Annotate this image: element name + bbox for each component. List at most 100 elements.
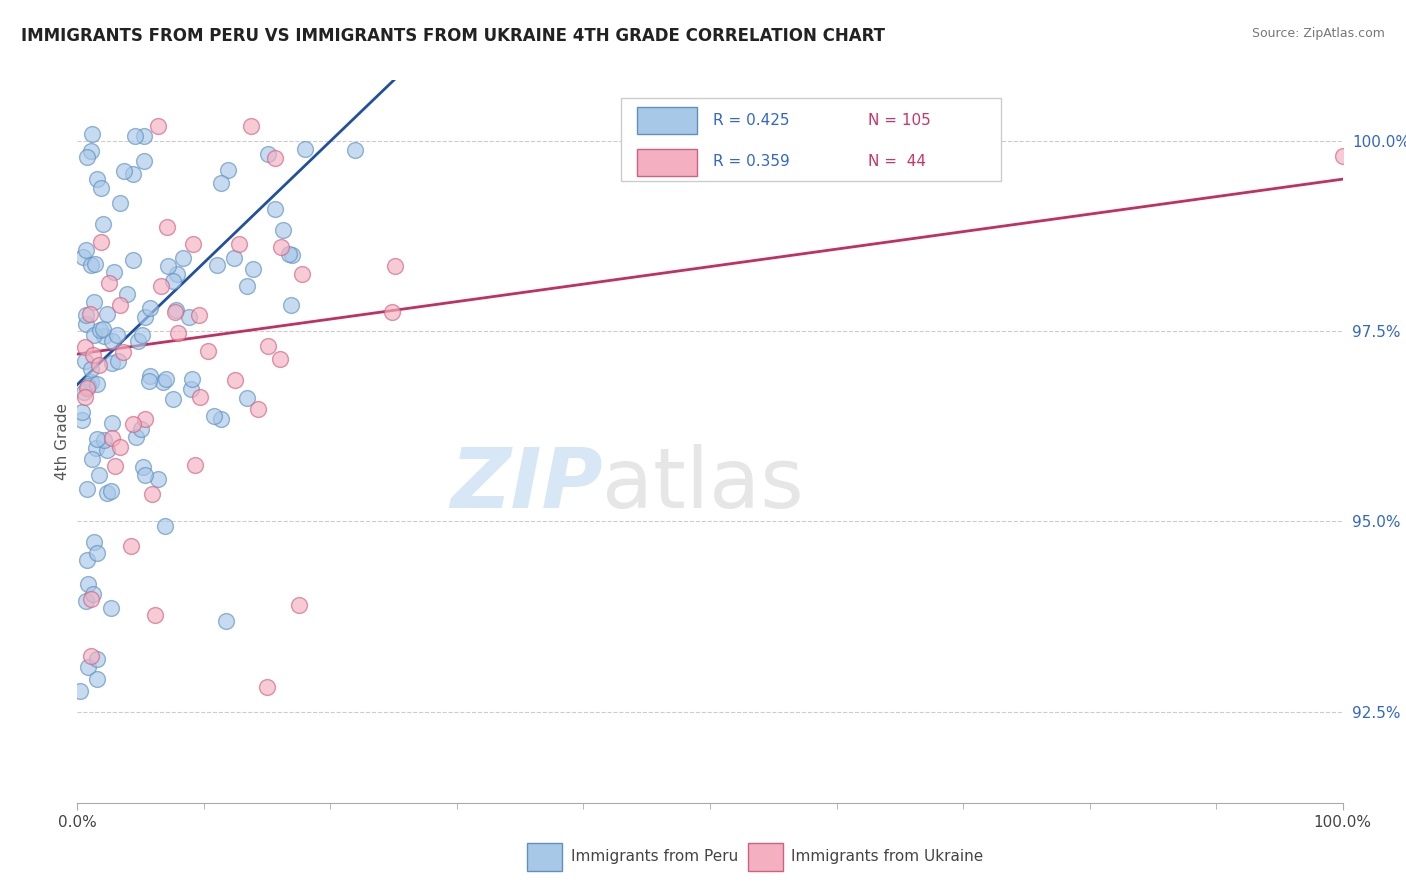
Point [86, 673, 108, 687]
Point [77, 659, 100, 673]
Text: R = 0.359: R = 0.359 [713, 154, 789, 169]
Point [217, 163, 239, 178]
Point [138, 374, 160, 388]
Point [162, 274, 184, 288]
Point [93, 322, 115, 336]
Point [86, 652, 108, 666]
Point [273, 223, 295, 237]
Point [86, 172, 108, 186]
Point [73, 354, 96, 368]
Point [122, 167, 145, 181]
Point [76, 150, 98, 164]
Point [112, 345, 135, 359]
Point [84, 442, 107, 456]
Text: Immigrants from Peru: Immigrants from Peru [571, 849, 738, 864]
Point [69, 684, 91, 698]
Point [291, 267, 314, 281]
Point [166, 326, 188, 341]
Point [139, 368, 162, 383]
Point [72, 251, 94, 265]
Point [155, 372, 177, 386]
Point [75, 340, 97, 354]
Point [115, 286, 138, 301]
Point [101, 416, 124, 430]
Point [80, 592, 103, 607]
Point [224, 251, 246, 265]
Point [110, 440, 132, 454]
Point [256, 680, 278, 694]
Point [112, 164, 135, 178]
Point [129, 422, 152, 436]
Point [184, 458, 207, 472]
Point [100, 601, 122, 615]
Point [80, 145, 103, 159]
Point [264, 202, 287, 216]
Point [228, 236, 250, 251]
Point [76, 553, 98, 567]
Point [215, 614, 238, 628]
Point [77, 577, 100, 591]
Point [100, 356, 122, 370]
Point [84, 256, 107, 270]
Bar [637, 107, 697, 134]
Point [76, 381, 98, 395]
Point [107, 353, 129, 368]
Point [96, 307, 118, 321]
Point [384, 259, 406, 273]
Text: R = 0.425: R = 0.425 [713, 113, 789, 128]
Point [166, 268, 188, 282]
Point [235, 279, 257, 293]
Point [236, 391, 259, 405]
Point [121, 252, 143, 267]
Point [120, 539, 142, 553]
Point [79, 306, 101, 320]
Point [73, 385, 96, 400]
Point [165, 304, 187, 318]
Point [90, 181, 112, 195]
Point [101, 334, 124, 349]
Text: Immigrants from Ukraine: Immigrants from Ukraine [792, 849, 983, 864]
Point [83, 294, 105, 309]
Point [82, 348, 104, 362]
Text: Source: ZipAtlas.com: Source: ZipAtlas.com [1251, 27, 1385, 40]
Point [269, 352, 291, 367]
Point [90, 235, 112, 249]
Point [242, 261, 264, 276]
Point [281, 248, 304, 262]
Point [104, 459, 127, 474]
Point [103, 265, 125, 279]
Point [124, 128, 146, 143]
Point [105, 327, 128, 342]
Text: ZIP: ZIP [450, 444, 603, 525]
Point [89, 467, 111, 482]
FancyBboxPatch shape [621, 98, 1001, 181]
Point [205, 259, 228, 273]
Text: N = 105: N = 105 [869, 113, 931, 128]
Point [132, 460, 155, 475]
Point [134, 129, 156, 144]
Bar [748, 843, 783, 871]
Point [153, 519, 176, 533]
Point [149, 278, 172, 293]
Point [139, 301, 162, 315]
Point [156, 220, 179, 235]
Point [83, 328, 105, 343]
Point [288, 598, 311, 612]
Point [108, 298, 131, 312]
Text: IMMIGRANTS FROM PERU VS IMMIGRANTS FROM UKRAINE 4TH GRADE CORRELATION CHART: IMMIGRANTS FROM PERU VS IMMIGRANTS FROM … [21, 27, 886, 45]
Point [93, 328, 115, 343]
Point [172, 251, 194, 265]
Point [143, 607, 166, 622]
Point [93, 433, 115, 447]
Point [134, 468, 156, 483]
Point [181, 236, 204, 251]
Point [89, 323, 111, 337]
Point [381, 305, 404, 319]
Point [82, 587, 104, 601]
Point [134, 310, 156, 324]
Bar [527, 843, 562, 871]
Point [80, 375, 103, 389]
Point [80, 451, 103, 466]
Point [280, 298, 302, 312]
Point [263, 151, 285, 165]
